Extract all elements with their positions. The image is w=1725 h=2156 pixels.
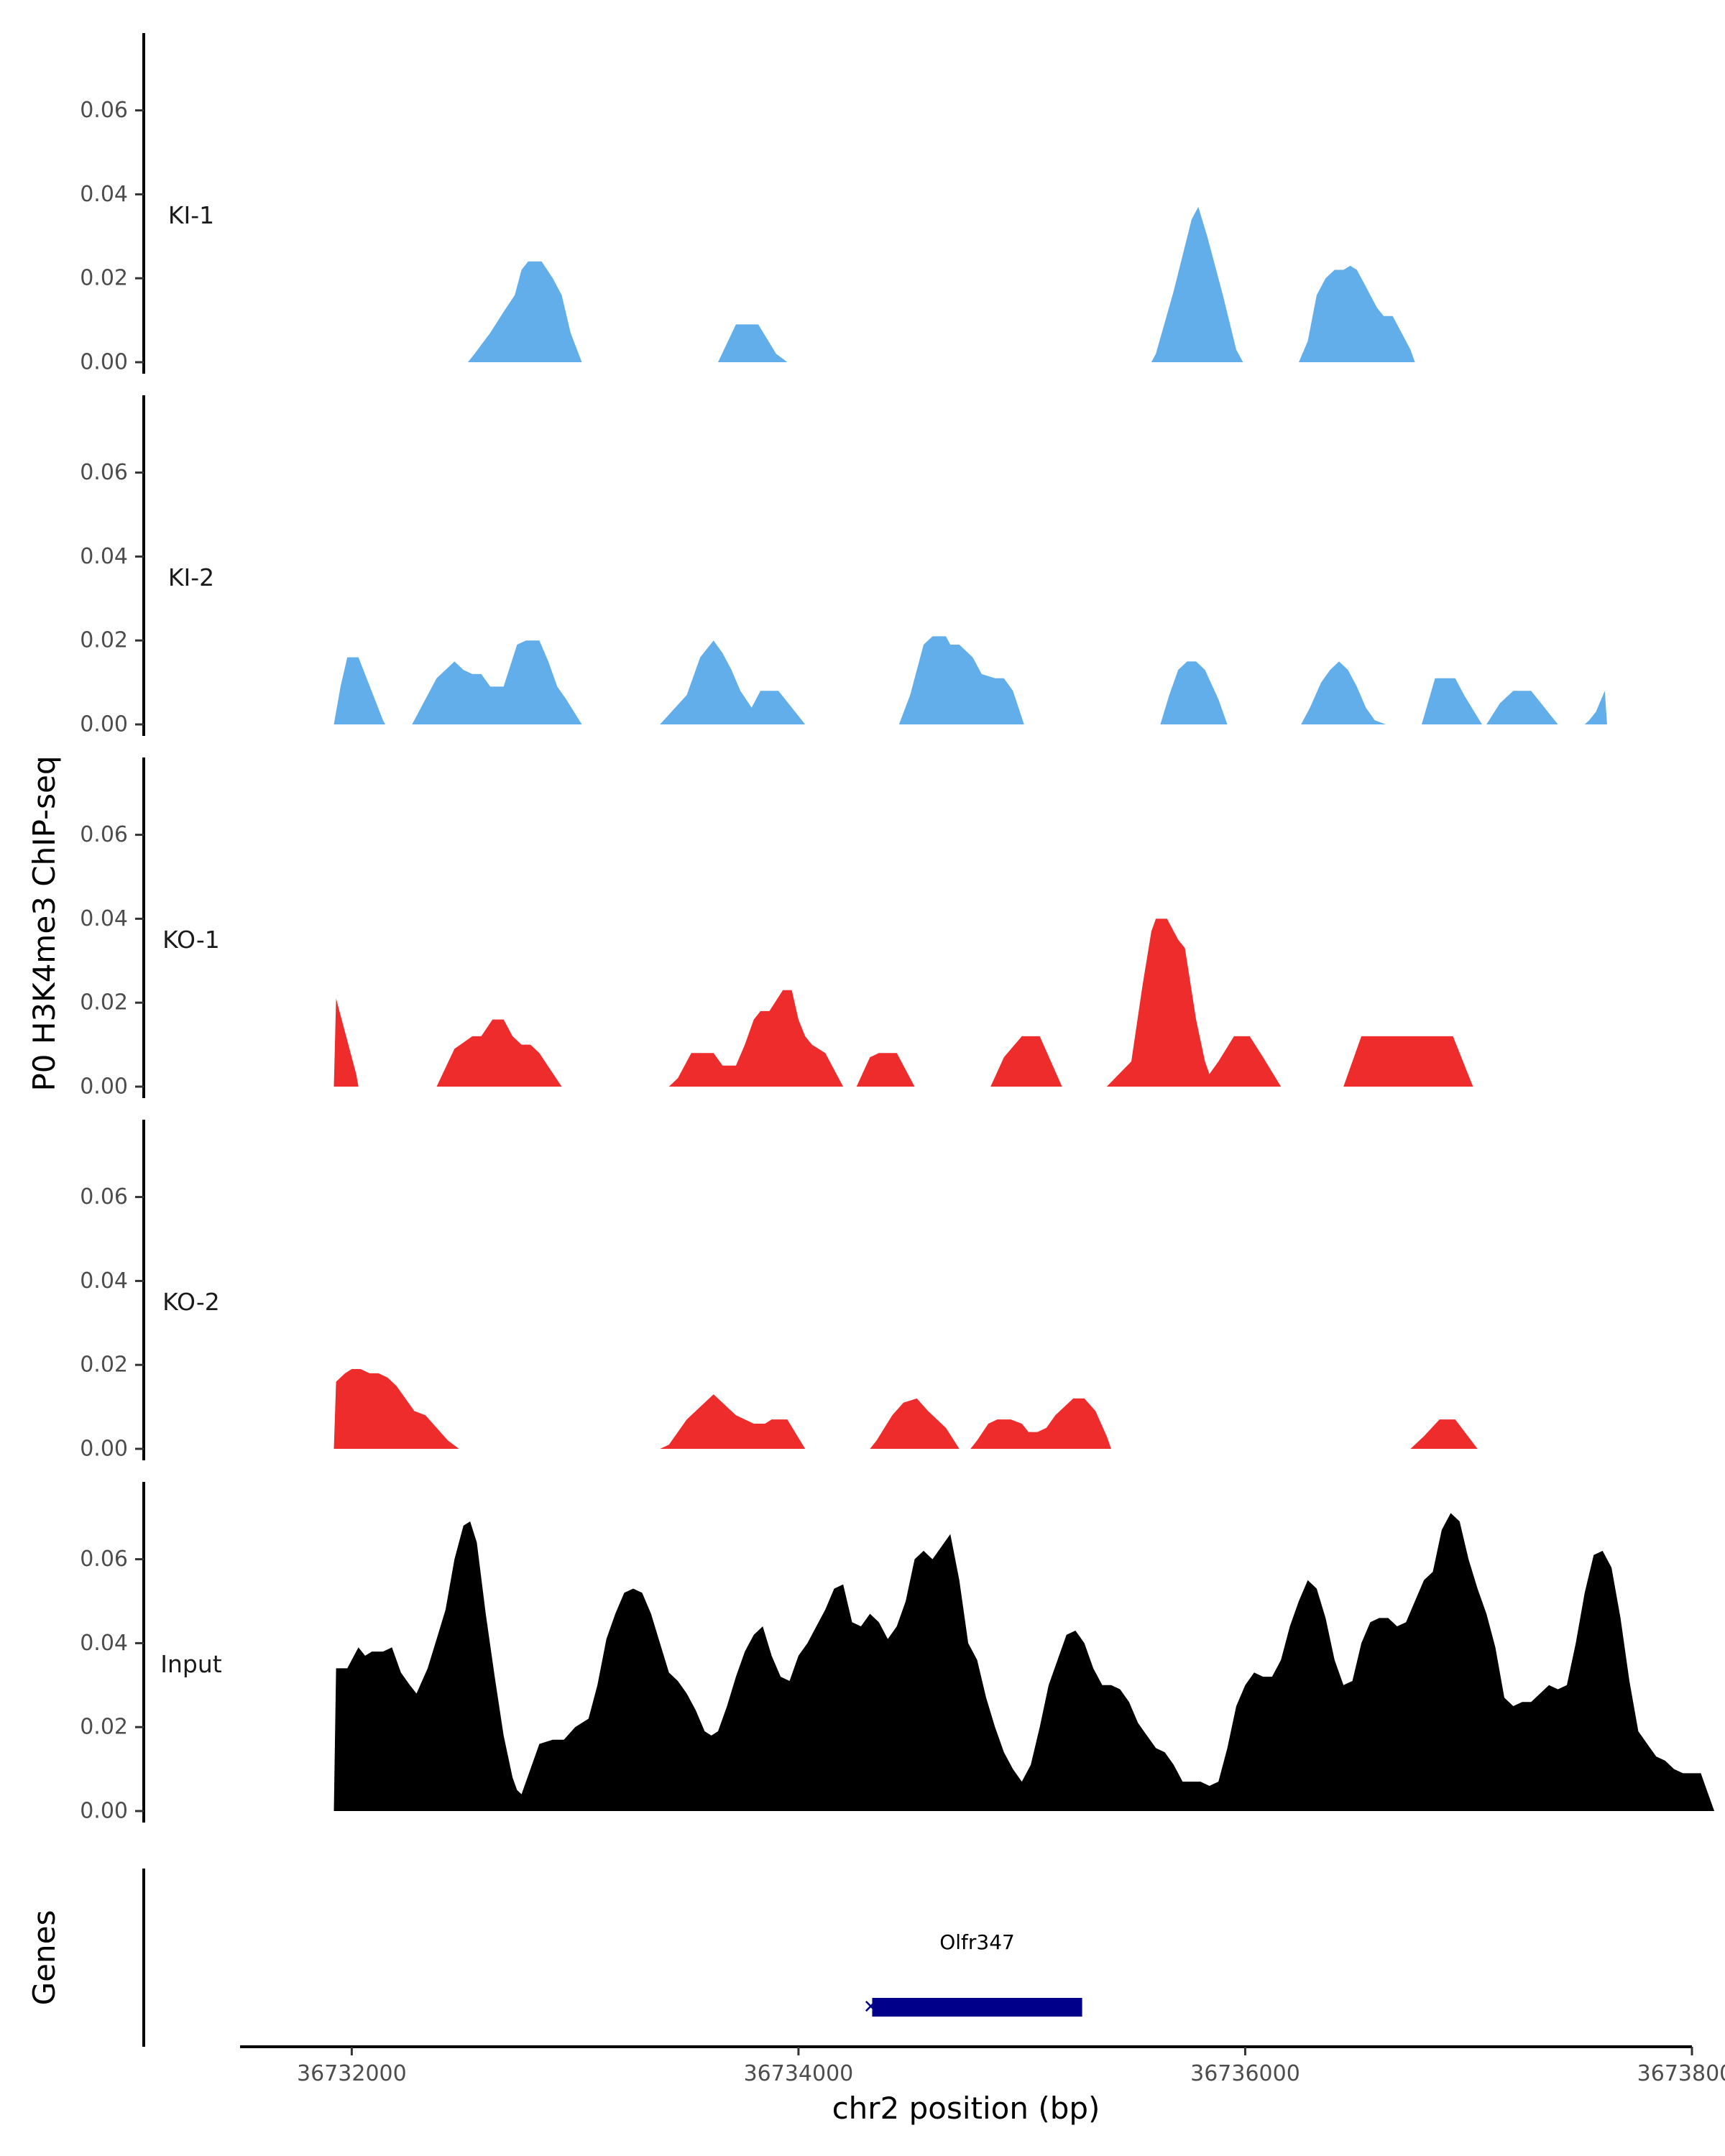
gene-body	[872, 1998, 1082, 2017]
x-axis-title: chr2 position (bp)	[832, 2091, 1100, 2126]
y-tick-label: 0.06	[80, 1547, 128, 1572]
y-tick-label: 0.04	[80, 544, 128, 569]
track-label: KI-2	[168, 563, 214, 591]
y-tick-label: 0.02	[80, 1715, 128, 1740]
track-input: 0.00 0.02 0.04 0.06 Input	[80, 1482, 1715, 1824]
series-area-ki-2	[334, 636, 1607, 724]
series-area-ki-1	[468, 206, 1415, 362]
y-tick-label: 0.02	[80, 266, 128, 291]
track-label: KO-1	[162, 926, 220, 954]
y-tick-label: 0.04	[80, 182, 128, 207]
y-tick-label: 0.04	[80, 906, 128, 931]
y-tick-label: 0.00	[80, 1437, 128, 1462]
x-tick-label: 36736000	[1190, 2061, 1300, 2086]
y-tick-label: 0.06	[80, 822, 128, 847]
track-label: KI-1	[168, 201, 214, 229]
track-ki-2: 0.00 0.02 0.04 0.06 KI-2	[80, 395, 1607, 737]
y-tick-label: 0.02	[80, 628, 128, 653]
y-tick-label: 0.04	[80, 1631, 128, 1656]
y-tick-label: 0.00	[80, 350, 128, 375]
y-tick-label: 0.04	[80, 1268, 128, 1294]
track-ko-2: 0.00 0.02 0.04 0.06 KO-2	[80, 1120, 1478, 1462]
series-area-ko-1	[334, 918, 1473, 1087]
track-label: KO-2	[162, 1288, 220, 1316]
track-panels: 0.00 0.02 0.04 0.06 KI-1 0.00 0.02 0.04 0.06 KI-2…	[80, 33, 1715, 1824]
y-axis-title: P0 H3K4me3 ChIP-seq	[27, 755, 62, 1091]
gene-label: Olfr347	[939, 1930, 1015, 1954]
x-axis: 36732000 36734000 36736000 36738000	[240, 2045, 1725, 2086]
series-area-ko-2	[334, 1369, 1478, 1449]
y-tick-label: 0.06	[80, 460, 128, 485]
y-tick-label: 0.00	[80, 1799, 128, 1824]
gene-strand-arrow: ✕	[863, 1996, 879, 2018]
series-area-input	[334, 1513, 1715, 1811]
x-tick-label: 36734000	[744, 2061, 854, 2086]
x-tick-label: 36738000	[1637, 2061, 1725, 2086]
y-tick-label: 0.00	[80, 712, 128, 737]
y-tick-label: 0.06	[80, 98, 128, 123]
track-ki-1: 0.00 0.02 0.04 0.06 KI-1	[80, 33, 1415, 375]
x-tick-label: 36732000	[297, 2061, 407, 2086]
genes-panel-title: Genes	[27, 1910, 62, 2006]
track-label: Input	[160, 1650, 222, 1678]
y-tick-label: 0.02	[80, 1353, 128, 1378]
y-tick-label: 0.00	[80, 1074, 128, 1100]
y-tick-label: 0.06	[80, 1184, 128, 1210]
genes-panel: ✕ Olfr347 Genes	[27, 1869, 1082, 2047]
y-tick-label: 0.02	[80, 990, 128, 1015]
track-ko-1: 0.00 0.02 0.04 0.06 KO-1	[80, 757, 1473, 1100]
